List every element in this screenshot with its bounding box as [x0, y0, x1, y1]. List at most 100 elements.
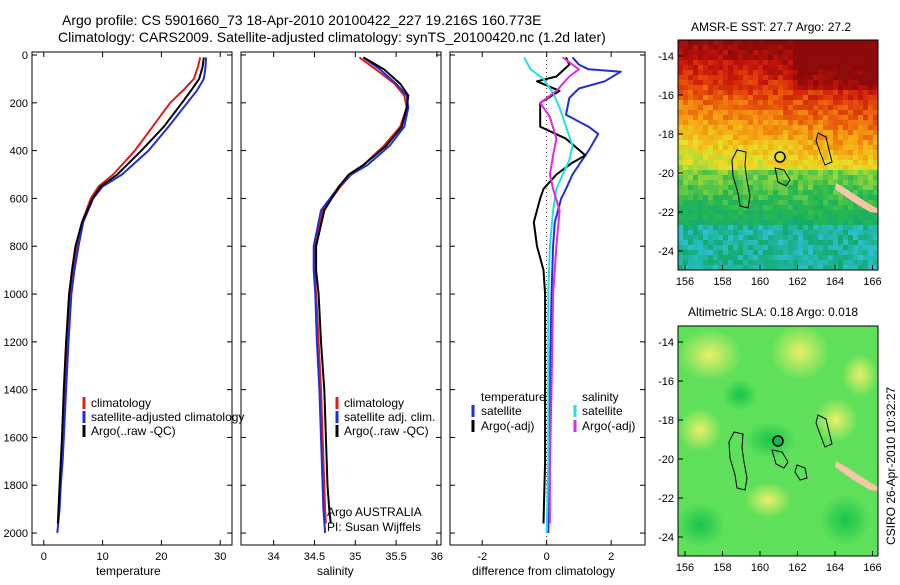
sst-cell: [713, 85, 718, 90]
sst-cell: [828, 120, 833, 125]
sst-cell: [793, 50, 798, 55]
sst-cell: [803, 120, 808, 125]
sst-cell: [703, 155, 708, 160]
sst-cell: [703, 100, 708, 105]
sst-cell: [793, 145, 798, 150]
sst-cell: [818, 135, 823, 140]
sst-cell: [818, 85, 823, 90]
sst-cell: [793, 175, 798, 180]
sst-cell: [833, 195, 838, 200]
lon-tick-label: 166: [863, 562, 881, 574]
sst-cell: [678, 55, 683, 60]
sst-cell: [713, 125, 718, 130]
sst-cell: [768, 50, 773, 55]
sst-cell: [778, 155, 783, 160]
sst-cell: [698, 45, 703, 50]
salinity-panel: 34 34.5 35 35.5 36 salinity climatology sate…: [240, 51, 443, 578]
sst-cell: [808, 190, 813, 195]
sst-cell: [688, 225, 693, 230]
sst-cell: [713, 225, 718, 230]
sst-cell: [818, 55, 823, 60]
sst-cell: [868, 95, 873, 100]
sst-cell: [688, 135, 693, 140]
sst-cell: [873, 240, 878, 245]
sst-cell: [708, 190, 713, 195]
sst-cell: [803, 90, 808, 95]
sst-cell: [683, 85, 688, 90]
sst-cell: [713, 190, 718, 195]
sst-cell: [763, 160, 768, 165]
sst-cell: [723, 200, 728, 205]
sst-cell: [728, 135, 733, 140]
sst-cell: [793, 150, 798, 155]
sst-cell: [678, 120, 683, 125]
sst-cell: [683, 220, 688, 225]
sst-cell: [798, 165, 803, 170]
sst-cell: [818, 200, 823, 205]
sst-cell: [723, 230, 728, 235]
sst-cell: [698, 40, 703, 45]
sst-cell: [863, 190, 868, 195]
sst-cell: [768, 175, 773, 180]
sst-cell: [733, 215, 738, 220]
sst-cell: [778, 225, 783, 230]
sst-cell: [773, 50, 778, 55]
sst-cell: [753, 250, 758, 255]
sst-cell: [853, 50, 858, 55]
sst-cell: [793, 70, 798, 75]
sst-cell: [858, 135, 863, 140]
sst-cell: [678, 65, 683, 70]
sst-cell: [823, 255, 828, 260]
sst-cell: [793, 125, 798, 130]
sst-cell: [793, 85, 798, 90]
sst-cell: [748, 105, 753, 110]
sst-cell: [763, 230, 768, 235]
sst-cell: [698, 100, 703, 105]
sst-cell: [873, 95, 878, 100]
sst-cell: [853, 145, 858, 150]
sst-cell: [788, 105, 793, 110]
sst-cell: [853, 75, 858, 80]
sst-cell: [793, 60, 798, 65]
sst-cell: [678, 230, 683, 235]
sst-cell: [753, 165, 758, 170]
sst-cell: [798, 145, 803, 150]
sst-cell: [863, 80, 868, 85]
sst-cell: [793, 210, 798, 215]
sst-cell: [733, 110, 738, 115]
sst-cell: [748, 230, 753, 235]
sst-cell: [858, 215, 863, 220]
sst-cell: [778, 170, 783, 175]
sst-cell: [843, 100, 848, 105]
sst-cell: [873, 145, 878, 150]
sla-high-region: [842, 353, 878, 397]
sst-cell: [778, 115, 783, 120]
sst-cell: [813, 155, 818, 160]
sst-cell: [693, 105, 698, 110]
sst-cell: [688, 130, 693, 135]
sst-cell: [708, 200, 713, 205]
sst-cell: [688, 140, 693, 145]
sst-cell: [738, 80, 743, 85]
sst-cell: [778, 215, 783, 220]
sla-anomaly-blobs: [678, 326, 878, 547]
sst-cell: [863, 65, 868, 70]
sst-cell: [728, 95, 733, 100]
sst-cell: [828, 65, 833, 70]
sst-cell: [793, 205, 798, 210]
sst-cell: [818, 215, 823, 220]
sst-cell: [843, 135, 848, 140]
sst-cell: [813, 175, 818, 180]
sst-cell: [843, 165, 848, 170]
sst-cell: [808, 240, 813, 245]
sst-cell: [873, 60, 878, 65]
sst-cell: [738, 220, 743, 225]
sst-cell: [738, 235, 743, 240]
sst-cell: [818, 165, 823, 170]
sst-cell: [838, 205, 843, 210]
sst-cell: [698, 215, 703, 220]
sst-cell: [773, 110, 778, 115]
sst-cell: [678, 125, 683, 130]
sst-cell: [763, 260, 768, 265]
sst-cell: [853, 245, 858, 250]
